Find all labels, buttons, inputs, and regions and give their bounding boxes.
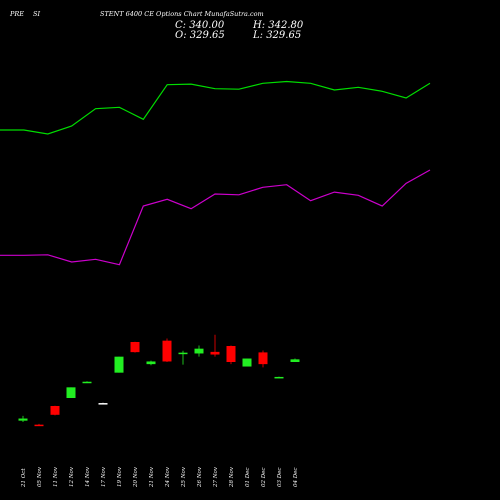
- x-tick-label: 03 Dec: [277, 468, 283, 488]
- candle: [290, 358, 300, 362]
- candle-body: [98, 403, 108, 405]
- low-value: L: 329.65: [252, 30, 301, 41]
- candles: [18, 334, 300, 427]
- x-tick-label: 24 Nov: [165, 466, 171, 488]
- upper-band-line: [0, 80, 431, 135]
- header-left-2: SI: [33, 10, 40, 18]
- candle: [82, 381, 92, 384]
- x-tick-label: 01 Dec: [245, 468, 251, 488]
- x-tick-label: 12 Nov: [69, 466, 75, 487]
- open-value: O: 329.65: [175, 30, 225, 41]
- candle: [274, 376, 284, 379]
- candle-body: [290, 359, 300, 362]
- candle: [66, 387, 76, 398]
- candle: [162, 338, 172, 362]
- candle-body: [162, 340, 172, 362]
- candle-body: [274, 376, 284, 379]
- x-tick-label: 11 Nov: [53, 466, 59, 487]
- x-tick-label: 26 Nov: [197, 466, 203, 488]
- candle-body: [242, 358, 252, 367]
- x-tick-label: 21 Oct: [21, 468, 27, 488]
- candle: [194, 345, 204, 357]
- candle-body: [226, 346, 236, 362]
- x-tick-label: 20 Nov: [133, 466, 139, 488]
- candle-body: [130, 342, 140, 353]
- x-tick-label: 28 Nov: [229, 466, 235, 488]
- candle-body: [82, 381, 92, 384]
- chart-title: STENT 6400 CE Options Chart MunafaSutra.…: [100, 10, 264, 18]
- x-tick-label: 02 Dec: [261, 468, 267, 488]
- candle: [210, 334, 220, 357]
- x-tick-label: 04 Dec: [293, 468, 299, 488]
- candle-body: [210, 351, 220, 355]
- x-tick-label: 27 Nov: [213, 466, 219, 488]
- x-tick-label: 19 Nov: [117, 466, 123, 487]
- candle-body: [34, 424, 44, 427]
- candle: [130, 341, 140, 353]
- x-tick-label: 05 Nov: [37, 466, 43, 487]
- candle-body: [50, 406, 60, 415]
- x-tick-label: 14 Nov: [85, 466, 91, 487]
- x-tick-label: 25 Nov: [181, 466, 187, 488]
- candle: [50, 405, 60, 416]
- candle: [34, 423, 44, 427]
- high-value: H: 342.80: [252, 20, 304, 31]
- candle-body: [146, 361, 156, 365]
- header-left-1: PRE: [9, 10, 24, 18]
- candle: [18, 415, 28, 422]
- x-tick-label: 17 Nov: [101, 466, 107, 487]
- candle: [242, 358, 252, 367]
- indicator-lines: [0, 80, 431, 266]
- candle-body: [18, 418, 28, 421]
- x-axis-ticks: 21 Oct 05 Nov 11 Nov 12 Nov 14 Nov 17 Nov 19 N…: [21, 466, 299, 488]
- x-tick-label: 21 Nov: [149, 466, 155, 488]
- candle: [98, 402, 108, 405]
- candle-body: [66, 387, 76, 398]
- candle: [226, 345, 236, 365]
- candle-body: [258, 352, 268, 365]
- close-value: C: 340.00: [175, 20, 225, 31]
- candle-body: [194, 348, 204, 354]
- candle: [146, 360, 156, 366]
- candle-body: [114, 356, 124, 373]
- candle: [114, 356, 124, 373]
- candle-body: [178, 352, 188, 355]
- lower-band-line: [0, 169, 431, 266]
- candle: [258, 350, 268, 368]
- candle: [178, 350, 188, 365]
